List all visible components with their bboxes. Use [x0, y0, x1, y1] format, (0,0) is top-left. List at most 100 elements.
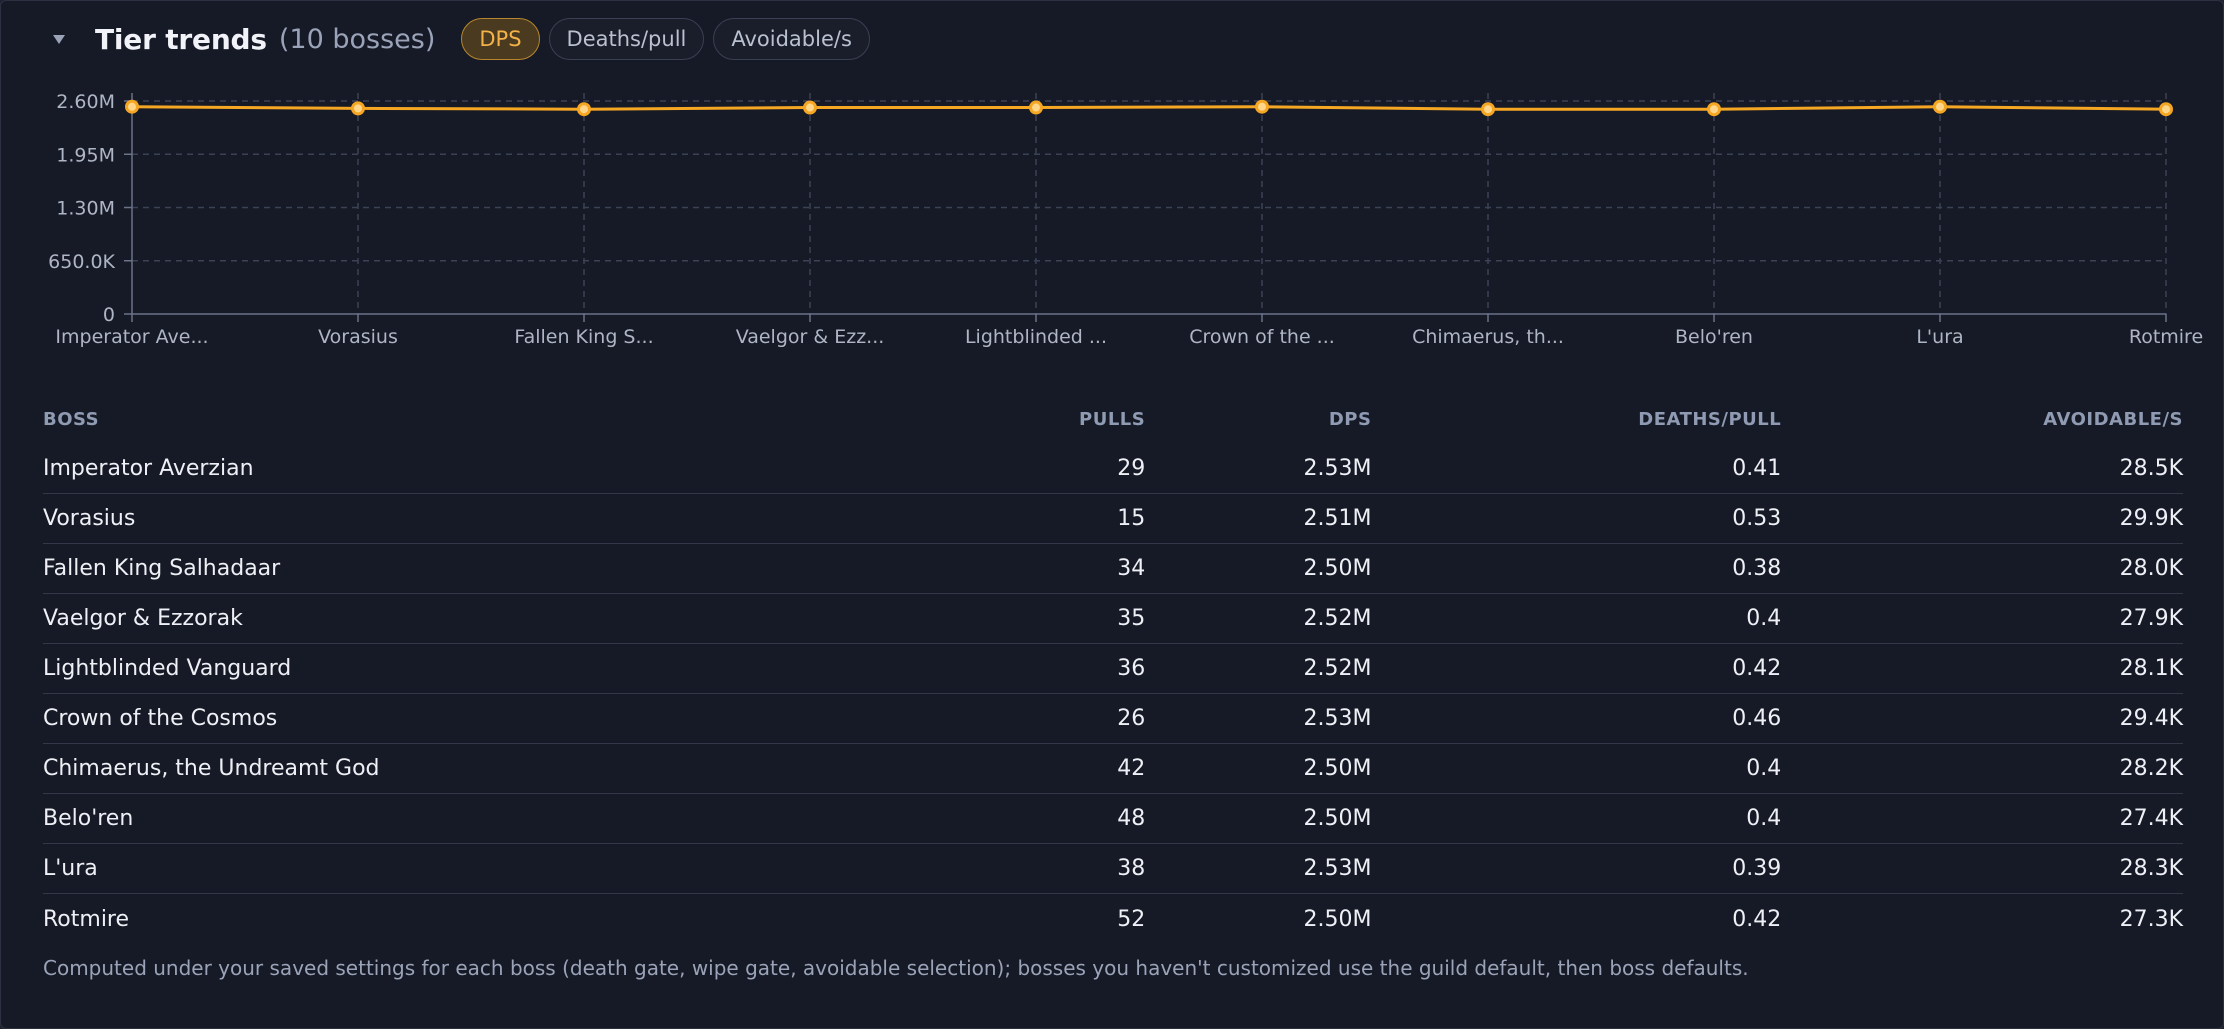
x-axis: Imperator Ave... Vorasius Fallen King S...…: [55, 313, 2203, 348]
cell-avoidable: 28.2K: [2119, 756, 2184, 781]
data-point[interactable]: [1707, 102, 1721, 117]
cell-avoidable: 29.4K: [2119, 706, 2184, 731]
col-header-boss[interactable]: BOSS: [43, 408, 100, 430]
cell-pulls: 29: [1117, 456, 1146, 481]
data-point[interactable]: [2159, 102, 2173, 117]
table-header: BOSS PULLS DPS DEATHS/PULL AVOIDABLE/S: [43, 394, 2183, 444]
cell-boss: Imperator Averzian: [43, 456, 254, 481]
cell-pulls: 38: [1117, 856, 1146, 881]
col-header-pulls[interactable]: PULLS: [1079, 408, 1146, 430]
cell-boss: Rotmire: [43, 906, 130, 932]
boss-count: (10 bosses): [278, 23, 436, 55]
y-tick-label: 650.0K: [48, 251, 115, 273]
table-row[interactable]: Fallen King Salhadaar 34 2.50M 0.38 28.0K: [43, 544, 2183, 594]
cell-pulls: 34: [1117, 556, 1146, 581]
col-header-dps[interactable]: DPS: [1328, 408, 1372, 430]
y-tick-label: 2.60M: [56, 91, 115, 113]
cell-pulls: 48: [1117, 806, 1146, 831]
chart-grid: [132, 93, 2167, 314]
tab-dps[interactable]: DPS: [461, 18, 540, 60]
dps-series: [125, 99, 2173, 117]
cell-deaths-per-pull: 0.42: [1732, 906, 1782, 932]
cell-avoidable: 29.9K: [2119, 506, 2184, 531]
data-point[interactable]: [803, 100, 817, 115]
y-axis: 0 650.0K 1.30M 1.95M 2.60M: [48, 91, 133, 326]
cell-pulls: 26: [1117, 706, 1146, 731]
x-tick-label: Belo'ren: [1675, 326, 1753, 348]
cell-dps: 2.52M: [1303, 656, 1372, 681]
cell-pulls: 15: [1117, 506, 1146, 531]
x-tick-label: Rotmire: [2129, 326, 2203, 348]
series-line: [131, 105, 2167, 111]
cell-boss: L'ura: [43, 856, 98, 881]
cell-deaths-per-pull: 0.38: [1732, 556, 1782, 581]
cell-avoidable: 27.9K: [2119, 606, 2184, 631]
data-point[interactable]: [1029, 100, 1043, 115]
cell-deaths-per-pull: 0.39: [1732, 856, 1782, 881]
tab-deaths-per-pull[interactable]: Deaths/pull: [548, 18, 705, 60]
cell-deaths-per-pull: 0.53: [1732, 506, 1782, 531]
col-header-avoidable[interactable]: AVOIDABLE/S: [2043, 408, 2184, 430]
y-tick-label: 1.30M: [56, 198, 115, 220]
cell-deaths-per-pull: 0.4: [1746, 756, 1782, 781]
cell-avoidable: 28.3K: [2119, 856, 2184, 881]
cell-boss: Lightblinded Vanguard: [43, 656, 292, 681]
x-tick-label: Chimaerus, th...: [1412, 326, 1564, 348]
cell-deaths-per-pull: 0.4: [1746, 606, 1782, 631]
cell-deaths-per-pull: 0.42: [1732, 656, 1782, 681]
x-tick-label: Fallen King S...: [514, 326, 653, 348]
table-row[interactable]: L'ura 38 2.53M 0.39 28.3K: [43, 844, 2183, 894]
tab-avoidable-per-sec[interactable]: Avoidable/s: [713, 18, 870, 60]
collapse-caret-icon[interactable]: [53, 34, 65, 44]
cell-boss: Vorasius: [43, 506, 136, 531]
cell-boss: Belo'ren: [43, 806, 134, 831]
x-tick-label: Imperator Ave...: [55, 326, 208, 348]
cell-dps: 2.53M: [1303, 706, 1372, 731]
cell-boss: Fallen King Salhadaar: [43, 556, 281, 581]
cell-avoidable: 27.4K: [2119, 806, 2184, 831]
section-header: Tier trends (10 bosses) DPS Deaths/pull …: [53, 17, 879, 61]
cell-boss: Crown of the Cosmos: [43, 706, 278, 731]
data-point[interactable]: [577, 102, 591, 117]
table-row[interactable]: Lightblinded Vanguard 36 2.52M 0.42 28.1K: [43, 644, 2183, 694]
table-row[interactable]: Vorasius 15 2.51M 0.53 29.9K: [43, 494, 2183, 544]
col-header-deaths-per-pull[interactable]: DEATHS/PULL: [1638, 408, 1782, 430]
cell-avoidable: 28.5K: [2119, 456, 2184, 481]
data-point[interactable]: [351, 101, 365, 116]
section-title: Tier trends: [95, 22, 267, 56]
cell-boss: Vaelgor & Ezzorak: [43, 606, 243, 631]
cell-dps: 2.50M: [1303, 906, 1372, 932]
data-point[interactable]: [1255, 99, 1269, 114]
cell-avoidable: 27.3K: [2119, 906, 2184, 932]
dps-trend-chart: 0 650.0K 1.30M 1.95M 2.60M Imperator Ave... V…: [48, 91, 2203, 348]
table-row[interactable]: Vaelgor & Ezzorak 35 2.52M 0.4 27.9K: [43, 594, 2183, 644]
table-body: Imperator Averzian 29 2.53M 0.41 28.5K Vorasi…: [43, 444, 2183, 944]
boss-table: BOSS PULLS DPS DEATHS/PULL AVOIDABLE/S I…: [43, 394, 2183, 944]
cell-dps: 2.51M: [1303, 506, 1372, 531]
cell-deaths-per-pull: 0.46: [1732, 706, 1782, 731]
cell-dps: 2.52M: [1303, 606, 1372, 631]
cell-deaths-per-pull: 0.41: [1732, 456, 1782, 481]
cell-dps: 2.53M: [1303, 456, 1372, 481]
y-tick-label: 1.95M: [56, 144, 115, 166]
table-row[interactable]: Imperator Averzian 29 2.53M 0.41 28.5K: [43, 444, 2183, 494]
cell-boss: Chimaerus, the Undreamt God: [43, 756, 380, 781]
x-tick-label: L'ura: [1916, 326, 1963, 348]
table-row[interactable]: Belo'ren 48 2.50M 0.4 27.4K: [43, 794, 2183, 844]
x-tick-label: Crown of the ...: [1189, 326, 1335, 348]
table-row[interactable]: Rotmire 52 2.50M 0.42 27.3K: [43, 894, 2183, 944]
cell-avoidable: 28.0K: [2119, 556, 2184, 581]
table-row[interactable]: Crown of the Cosmos 26 2.53M 0.46 29.4K: [43, 694, 2183, 744]
cell-dps: 2.53M: [1303, 856, 1372, 881]
footnote: Computed under your saved settings for e…: [43, 956, 1749, 980]
x-tick-label: Vaelgor & Ezz...: [736, 326, 885, 348]
table-row[interactable]: Chimaerus, the Undreamt God 42 2.50M 0.4 28.…: [43, 744, 2183, 794]
cell-pulls: 52: [1117, 906, 1146, 932]
data-point[interactable]: [125, 99, 139, 114]
data-point[interactable]: [1481, 102, 1495, 117]
cell-dps: 2.50M: [1303, 556, 1372, 581]
cell-pulls: 36: [1117, 656, 1146, 681]
data-point[interactable]: [1933, 99, 1947, 114]
cell-pulls: 35: [1117, 606, 1146, 631]
cell-pulls: 42: [1117, 756, 1146, 781]
